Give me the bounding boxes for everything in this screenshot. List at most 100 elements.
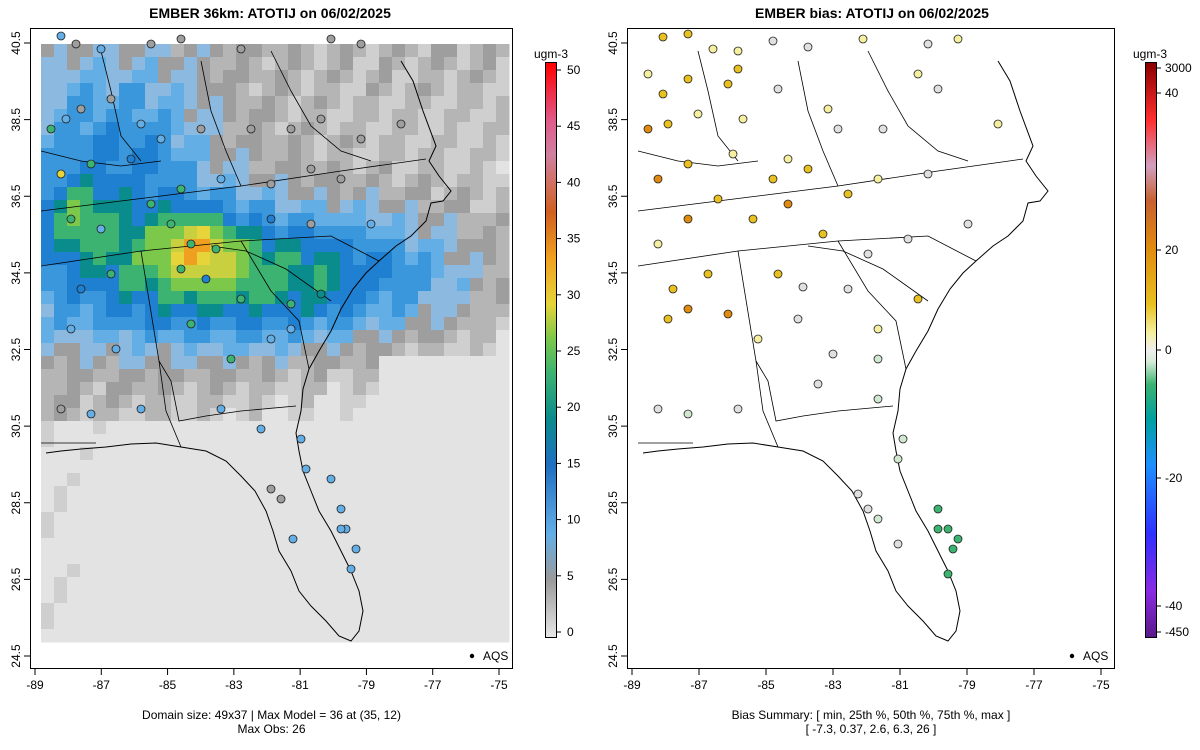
bias-station-point[interactable] xyxy=(803,164,813,174)
station-point[interactable] xyxy=(186,319,196,329)
bias-station-point[interactable] xyxy=(858,34,868,44)
station-point[interactable] xyxy=(336,504,346,514)
station-point[interactable] xyxy=(266,214,276,224)
bias-station-point[interactable] xyxy=(658,89,668,99)
station-point[interactable] xyxy=(286,124,296,134)
station-point[interactable] xyxy=(266,179,276,189)
bias-station-point[interactable] xyxy=(738,114,748,124)
bias-station-point[interactable] xyxy=(653,174,663,184)
station-point[interactable] xyxy=(76,104,86,114)
bias-station-point[interactable] xyxy=(733,404,743,414)
station-point[interactable] xyxy=(236,44,246,54)
bias-station-point[interactable] xyxy=(893,539,903,549)
station-point[interactable] xyxy=(336,524,346,534)
bias-station-point[interactable] xyxy=(873,174,883,184)
station-point[interactable] xyxy=(66,324,76,334)
station-point[interactable] xyxy=(396,119,406,129)
station-point[interactable] xyxy=(201,274,211,284)
bias-station-point[interactable] xyxy=(723,309,733,319)
bias-station-point[interactable] xyxy=(863,249,873,259)
station-point[interactable] xyxy=(106,94,116,104)
station-point[interactable] xyxy=(146,39,156,49)
bias-station-point[interactable] xyxy=(748,214,758,224)
bias-station-point[interactable] xyxy=(693,109,703,119)
station-point[interactable] xyxy=(46,124,56,134)
bias-station-point[interactable] xyxy=(723,79,733,89)
station-point[interactable] xyxy=(56,31,66,41)
bias-station-point[interactable] xyxy=(893,454,903,464)
bias-station-point[interactable] xyxy=(953,534,963,544)
bias-station-point[interactable] xyxy=(873,354,883,364)
bias-station-point[interactable] xyxy=(803,42,813,52)
station-point[interactable] xyxy=(61,114,71,124)
station-point[interactable] xyxy=(301,464,311,474)
station-point[interactable] xyxy=(176,184,186,194)
bias-station-point[interactable] xyxy=(653,239,663,249)
station-point[interactable] xyxy=(106,269,116,279)
station-point[interactable] xyxy=(176,264,186,274)
bias-station-point[interactable] xyxy=(943,524,953,534)
bias-station-point[interactable] xyxy=(923,39,933,49)
bias-station-point[interactable] xyxy=(873,324,883,334)
station-point[interactable] xyxy=(126,154,136,164)
station-point[interactable] xyxy=(356,134,366,144)
bias-station-point[interactable] xyxy=(658,32,668,42)
station-point[interactable] xyxy=(236,294,246,304)
bias-station-point[interactable] xyxy=(683,159,693,169)
station-point[interactable] xyxy=(86,409,96,419)
station-point[interactable] xyxy=(211,244,221,254)
bias-station-point[interactable] xyxy=(853,489,863,499)
station-point[interactable] xyxy=(96,224,106,234)
bias-station-point[interactable] xyxy=(798,282,808,292)
bias-station-point[interactable] xyxy=(933,524,943,534)
bias-station-point[interactable] xyxy=(753,334,763,344)
station-point[interactable] xyxy=(216,174,226,184)
bias-station-point[interactable] xyxy=(708,44,718,54)
bias-station-point[interactable] xyxy=(683,74,693,84)
bias-station-point[interactable] xyxy=(668,284,678,294)
bias-station-point[interactable] xyxy=(843,284,853,294)
bias-station-point[interactable] xyxy=(683,409,693,419)
bias-station-point[interactable] xyxy=(653,404,663,414)
bias-station-point[interactable] xyxy=(943,569,953,579)
station-point[interactable] xyxy=(266,484,276,494)
bias-station-point[interactable] xyxy=(813,379,823,389)
bias-station-point[interactable] xyxy=(828,349,838,359)
bias-station-point[interactable] xyxy=(933,84,943,94)
bias-station-point[interactable] xyxy=(793,314,803,324)
station-point[interactable] xyxy=(86,159,96,169)
bias-station-point[interactable] xyxy=(773,269,783,279)
bias-station-point[interactable] xyxy=(783,199,793,209)
station-point[interactable] xyxy=(276,494,286,504)
station-point[interactable] xyxy=(316,114,326,124)
bias-station-point[interactable] xyxy=(783,154,793,164)
bias-station-point[interactable] xyxy=(818,229,828,239)
bias-station-point[interactable] xyxy=(643,69,653,79)
station-point[interactable] xyxy=(306,219,316,229)
bias-station-point[interactable] xyxy=(713,194,723,204)
bias-station-point[interactable] xyxy=(948,544,958,554)
station-point[interactable] xyxy=(166,219,176,229)
station-point[interactable] xyxy=(146,199,156,209)
bias-station-point[interactable] xyxy=(863,504,873,514)
bias-station-point[interactable] xyxy=(873,514,883,524)
station-point[interactable] xyxy=(96,44,106,54)
bias-station-point[interactable] xyxy=(843,189,853,199)
bias-station-point[interactable] xyxy=(903,234,913,244)
bias-station-point[interactable] xyxy=(728,149,738,159)
station-point[interactable] xyxy=(336,174,346,184)
bias-station-point[interactable] xyxy=(663,314,673,324)
station-point[interactable] xyxy=(176,34,186,44)
station-point[interactable] xyxy=(111,344,121,354)
station-point[interactable] xyxy=(296,434,306,444)
station-point[interactable] xyxy=(56,404,66,414)
station-point[interactable] xyxy=(56,169,66,179)
station-point[interactable] xyxy=(71,39,81,49)
station-point[interactable] xyxy=(316,289,326,299)
station-point[interactable] xyxy=(216,404,226,414)
station-point[interactable] xyxy=(136,119,146,129)
bias-station-point[interactable] xyxy=(683,29,693,39)
station-point[interactable] xyxy=(286,324,296,334)
bias-station-point[interactable] xyxy=(923,169,933,179)
bias-station-point[interactable] xyxy=(953,34,963,44)
